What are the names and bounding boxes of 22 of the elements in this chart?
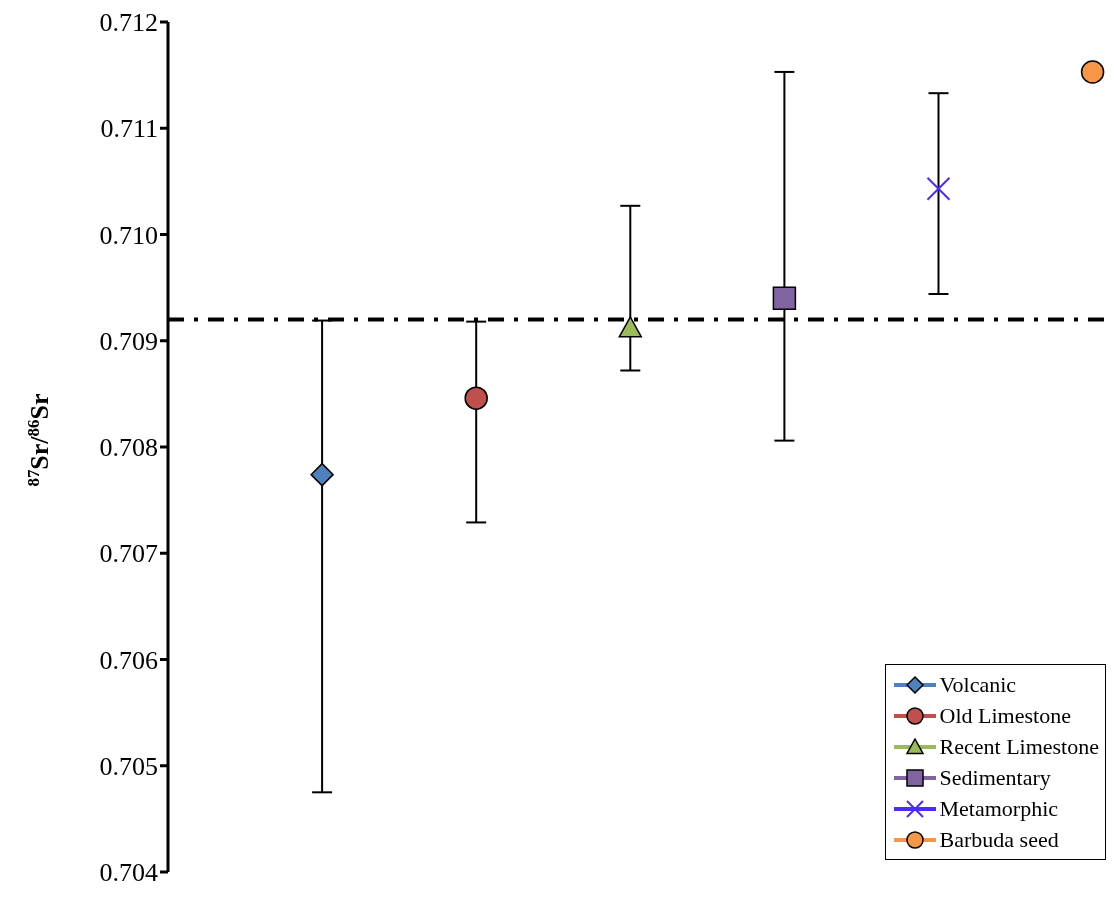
y-axis-title: 87Sr/86Sr <box>23 393 54 487</box>
legend-label: Barbuda seed <box>939 826 1059 854</box>
legend-label: Volcanic <box>939 671 1017 699</box>
y-tick-label: 0.705 <box>99 751 158 781</box>
y-tick-label: 0.709 <box>99 326 158 356</box>
legend-label: Sedimentary <box>939 764 1051 792</box>
legend-label: Old Limestone <box>939 702 1071 730</box>
y-tick-label: 0.712 <box>99 8 158 38</box>
y-tick-label: 0.708 <box>99 433 158 463</box>
y-tick-label: 0.704 <box>99 858 158 888</box>
point <box>772 286 797 310</box>
y-tick-label: 0.711 <box>100 114 158 144</box>
point <box>926 176 951 201</box>
point <box>464 386 488 410</box>
point <box>310 462 334 487</box>
point <box>618 316 643 338</box>
y-tick-label: 0.706 <box>99 645 158 675</box>
legend-label: Recent Limestone <box>939 733 1099 761</box>
y-tick-label: 0.710 <box>99 220 158 250</box>
y-tick-label: 0.707 <box>99 539 158 569</box>
point <box>1080 60 1105 84</box>
legend-label: Metamorphic <box>939 795 1059 823</box>
